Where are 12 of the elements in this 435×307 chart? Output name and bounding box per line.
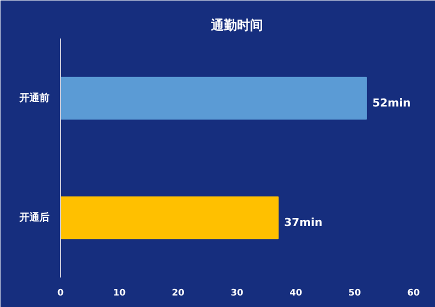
y-tick-label: 开通前 <box>18 92 50 104</box>
data-label: 37min <box>284 216 322 230</box>
x-tick-label: 50 <box>348 288 361 298</box>
data-label: 52min <box>372 96 411 110</box>
x-tick-label: 10 <box>113 288 126 298</box>
chart-title: 通勤时间 <box>210 18 263 34</box>
y-tick-label: 开通后 <box>18 211 50 224</box>
x-tick-label: 40 <box>290 288 302 298</box>
x-tick-label: 0 <box>57 288 64 298</box>
x-tick-label: 20 <box>172 288 184 298</box>
x-tick-label: 60 <box>407 288 420 298</box>
x-tick-label: 30 <box>230 288 244 298</box>
